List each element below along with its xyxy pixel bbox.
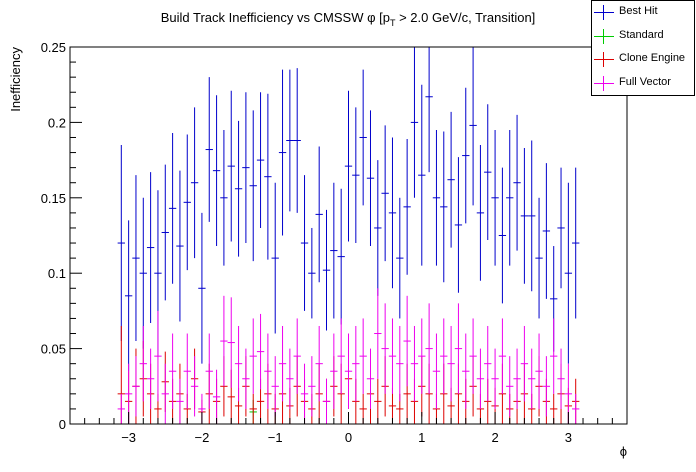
x-tick-label: −1 <box>268 430 283 445</box>
x-tick-label: 1 <box>418 430 425 445</box>
x-tick-label: 0 <box>345 430 352 445</box>
legend-marker-errorbar <box>603 5 604 20</box>
series-full-vector <box>117 288 580 424</box>
x-tick-label: 3 <box>565 430 572 445</box>
legend-label: Full Vector <box>619 75 671 88</box>
chart-axes: 0 0.05 0.1 0.15 0.2 0.25 −3 −2 −1 0 1 2 3 <box>41 40 628 445</box>
legend-marker <box>594 59 614 60</box>
legend-label: Best Hit <box>619 5 658 17</box>
legend-item: Best Hit <box>592 2 696 24</box>
x-axis-label: ϕ <box>620 444 627 459</box>
legend-marker <box>594 12 614 13</box>
legend-marker-errorbar <box>603 52 604 67</box>
x-tick-label: −3 <box>121 430 136 445</box>
x-tick-label: 2 <box>491 430 498 445</box>
legend-label: Clone Engine <box>619 52 686 64</box>
legend-marker <box>594 35 614 37</box>
y-tick-label: 0.05 <box>41 342 66 357</box>
legend-marker-errorbar <box>603 75 604 91</box>
x-tick-label: −2 <box>195 430 210 445</box>
y-tick-label: 0.25 <box>41 40 66 55</box>
legend-marker <box>594 82 614 84</box>
legend-item: Full Vector <box>592 73 696 95</box>
y-tick-label: 0.15 <box>41 191 66 206</box>
legend-item: Clone Engine <box>592 49 696 71</box>
legend-marker-errorbar <box>603 28 604 44</box>
y-axis-label: Inefficiency <box>8 47 23 112</box>
y-tick-label: 0.1 <box>48 266 66 281</box>
y-tick-label: 0 <box>59 417 66 432</box>
legend-item: Standard <box>592 26 696 48</box>
chart-marks <box>117 47 580 424</box>
y-tick-label: 0.2 <box>48 115 66 130</box>
legend-label: Standard <box>619 28 664 41</box>
chart-title: Build Track Inefficiency vs CMSSW φ [pT … <box>161 10 536 28</box>
series-best-hit <box>117 47 580 372</box>
legend: Best Hit Standard Clone Engine Full Vector <box>591 0 695 96</box>
